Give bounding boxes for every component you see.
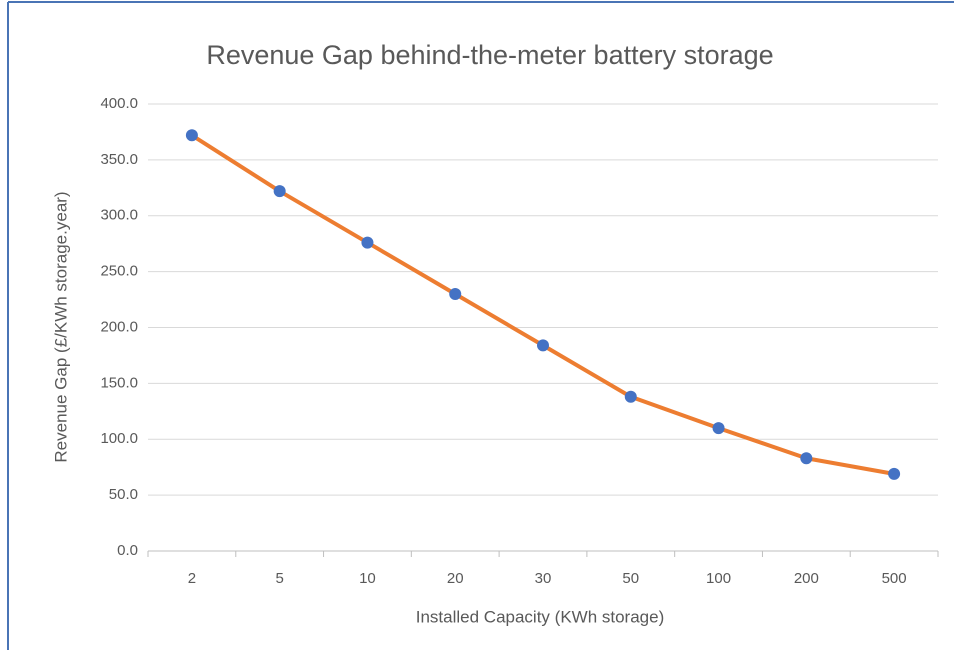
y-tick-label: 300.0 bbox=[100, 207, 138, 224]
data-point bbox=[273, 185, 286, 198]
data-point bbox=[361, 236, 374, 249]
y-tick-label: 350.0 bbox=[100, 151, 138, 168]
x-tick-label: 10 bbox=[359, 570, 376, 587]
y-axis-title: Revenue Gap (£/KWh storage.year) bbox=[51, 191, 70, 462]
x-tick-label: 500 bbox=[882, 570, 907, 587]
data-point bbox=[624, 390, 637, 403]
data-point bbox=[888, 467, 901, 480]
y-tick-label: 100.0 bbox=[100, 430, 138, 447]
y-tick-label: 150.0 bbox=[100, 374, 138, 391]
x-tick-label: 5 bbox=[275, 570, 283, 587]
y-tick-label: 0.0 bbox=[117, 542, 138, 559]
data-point bbox=[185, 129, 198, 142]
x-tick-label: 20 bbox=[447, 570, 464, 587]
y-tick-label: 250.0 bbox=[100, 263, 138, 280]
chart-title: Revenue Gap behind-the-meter battery sto… bbox=[206, 40, 773, 70]
y-tick-label: 50.0 bbox=[109, 486, 138, 503]
data-point bbox=[449, 287, 462, 300]
data-point bbox=[537, 339, 549, 352]
x-tick-label: 200 bbox=[794, 570, 819, 587]
y-tick-label: 200.0 bbox=[100, 318, 138, 335]
x-tick-label: 30 bbox=[535, 570, 552, 587]
x-tick-label: 100 bbox=[706, 570, 731, 587]
y-tick-label: 400.0 bbox=[100, 95, 138, 112]
data-point bbox=[800, 452, 813, 465]
x-tick-label: 50 bbox=[622, 570, 639, 587]
x-tick-label: 2 bbox=[188, 570, 196, 587]
x-axis-title: Installed Capacity (KWh storage) bbox=[416, 607, 665, 626]
data-point bbox=[712, 422, 725, 435]
